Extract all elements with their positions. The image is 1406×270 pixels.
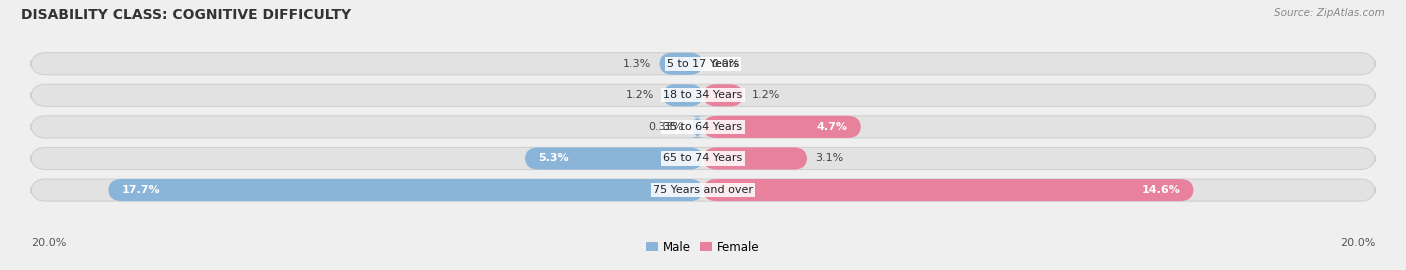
Text: 14.6%: 14.6%	[1142, 185, 1180, 195]
FancyBboxPatch shape	[662, 84, 703, 106]
FancyBboxPatch shape	[31, 179, 1375, 201]
Text: 0.0%: 0.0%	[711, 59, 740, 69]
Text: Source: ZipAtlas.com: Source: ZipAtlas.com	[1274, 8, 1385, 18]
FancyBboxPatch shape	[524, 147, 703, 170]
Text: 3.1%: 3.1%	[815, 153, 844, 163]
Text: 1.3%: 1.3%	[623, 59, 651, 69]
Text: 20.0%: 20.0%	[31, 238, 66, 248]
FancyBboxPatch shape	[703, 84, 744, 106]
FancyBboxPatch shape	[703, 179, 1194, 201]
FancyBboxPatch shape	[108, 179, 703, 201]
Text: 17.7%: 17.7%	[122, 185, 160, 195]
FancyBboxPatch shape	[703, 147, 807, 170]
FancyBboxPatch shape	[31, 147, 1375, 170]
Text: 65 to 74 Years: 65 to 74 Years	[664, 153, 742, 163]
Text: 18 to 34 Years: 18 to 34 Years	[664, 90, 742, 100]
Text: 0.33%: 0.33%	[648, 122, 683, 132]
FancyBboxPatch shape	[31, 116, 1375, 138]
Text: 35 to 64 Years: 35 to 64 Years	[664, 122, 742, 132]
Legend: Male, Female: Male, Female	[641, 236, 765, 258]
Text: DISABILITY CLASS: COGNITIVE DIFFICULTY: DISABILITY CLASS: COGNITIVE DIFFICULTY	[21, 8, 351, 22]
Text: 20.0%: 20.0%	[1340, 238, 1375, 248]
FancyBboxPatch shape	[659, 53, 703, 75]
FancyBboxPatch shape	[689, 116, 706, 138]
FancyBboxPatch shape	[703, 116, 860, 138]
Text: 4.7%: 4.7%	[817, 122, 848, 132]
Text: 75 Years and over: 75 Years and over	[652, 185, 754, 195]
FancyBboxPatch shape	[31, 53, 1375, 75]
Text: 1.2%: 1.2%	[626, 90, 654, 100]
Text: 5 to 17 Years: 5 to 17 Years	[666, 59, 740, 69]
FancyBboxPatch shape	[31, 84, 1375, 106]
Text: 5.3%: 5.3%	[538, 153, 569, 163]
Text: 1.2%: 1.2%	[752, 90, 780, 100]
